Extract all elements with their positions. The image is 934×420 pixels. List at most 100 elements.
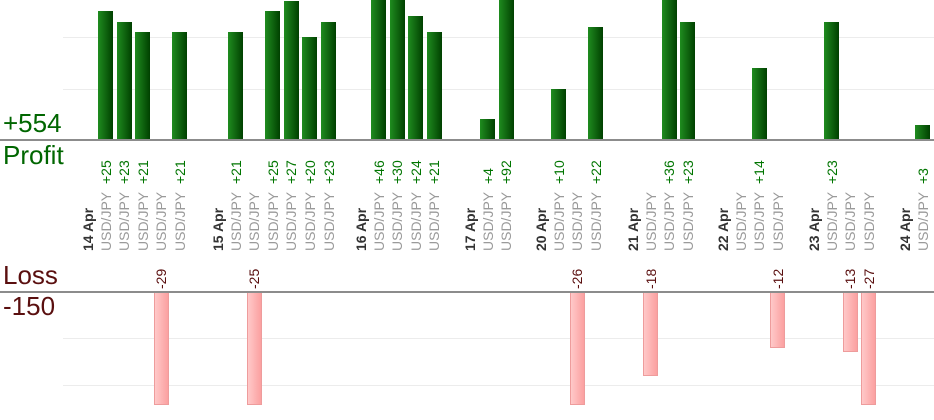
loss-value-label: -27 xyxy=(860,268,877,289)
profit-bar[interactable] xyxy=(551,88,566,140)
x-axis-date-label: 14 Apr xyxy=(80,207,96,251)
x-axis-pair-label: USD/JPY xyxy=(389,191,406,251)
x-axis-pair-label: USD/JPY xyxy=(498,191,515,251)
x-axis-pair-label: USD/JPY xyxy=(661,191,678,251)
x-axis-pair-label: USD/JPY xyxy=(642,191,659,251)
x-axis-pair-label: USD/JPY xyxy=(301,191,318,251)
loss-total-label: -150 xyxy=(3,291,56,321)
profit-value-label: +4 xyxy=(479,168,496,184)
gridline xyxy=(63,385,934,386)
profit-value-label: +21 xyxy=(426,160,443,184)
x-axis-date-label: 16 Apr xyxy=(353,207,369,251)
x-axis-date-label: 15 Apr xyxy=(210,207,226,251)
x-axis-pair-label: USD/JPY xyxy=(587,191,604,251)
x-axis-date-label: 22 Apr xyxy=(715,207,731,251)
x-axis-pair-label: USD/JPY xyxy=(370,191,387,251)
x-axis-pair-label: USD/JPY xyxy=(97,191,114,251)
profit-value-label: +21 xyxy=(171,160,188,184)
profit-value-label: +30 xyxy=(389,160,406,184)
x-axis-pair-label: USD/JPY xyxy=(171,191,188,251)
x-axis-pair-label: USD/JPY xyxy=(823,191,840,251)
gridline xyxy=(63,338,934,339)
profit-value-label: +21 xyxy=(227,160,244,184)
x-axis-pair-label: USD/JPY xyxy=(769,191,786,251)
profit-total-label: +554 xyxy=(3,108,62,138)
profit-value-label: +3 xyxy=(914,168,931,184)
loss-value-label: -12 xyxy=(769,268,786,289)
loss-bar[interactable] xyxy=(643,292,658,376)
x-axis-pair-label: USD/JPY xyxy=(679,191,696,251)
profit-value-label: +23 xyxy=(679,160,696,184)
x-axis-pair-label: USD/JPY xyxy=(264,191,281,251)
x-axis-date-label: 20 Apr xyxy=(533,207,549,251)
x-axis-pair-label: USD/JPY xyxy=(426,191,443,251)
profit-value-label: +23 xyxy=(116,160,133,184)
loss-axis-title: Loss xyxy=(3,260,58,290)
loss-value-label: -13 xyxy=(842,268,859,289)
profit-bar[interactable] xyxy=(426,31,442,140)
loss-value-label: -26 xyxy=(569,268,586,289)
x-axis-pair-label: USD/JPY xyxy=(153,191,170,251)
x-axis-pair-label: USD/JPY xyxy=(320,191,337,251)
profit-bar[interactable] xyxy=(228,31,243,140)
profit-value-label: +10 xyxy=(550,160,567,184)
x-axis-pair-label: USD/JPY xyxy=(914,191,931,251)
x-axis-pair-label: USD/JPY xyxy=(246,191,263,251)
loss-bar[interactable] xyxy=(842,292,858,353)
profit-value-label: +23 xyxy=(823,160,840,184)
profit-bar[interactable] xyxy=(498,0,514,140)
profit-value-label: +36 xyxy=(661,160,678,184)
x-axis-date-label: 21 Apr xyxy=(625,207,641,251)
profit-bar[interactable] xyxy=(751,67,767,140)
profit-bar[interactable] xyxy=(265,11,281,140)
profit-bar[interactable] xyxy=(680,21,696,140)
profit-bar[interactable] xyxy=(661,0,677,140)
loss-bar[interactable] xyxy=(770,292,786,348)
profit-value-label: +20 xyxy=(301,160,318,184)
loss-bar[interactable] xyxy=(153,292,169,405)
loss-value-label: -29 xyxy=(153,268,170,289)
profit-bar[interactable] xyxy=(915,124,930,140)
profit-bar[interactable] xyxy=(302,37,318,140)
x-axis-pair-label: USD/JPY xyxy=(860,191,877,251)
profit-bar[interactable] xyxy=(371,0,386,140)
profit-value-label: +46 xyxy=(370,160,387,184)
profit-bar[interactable] xyxy=(824,21,839,140)
profit-bar[interactable] xyxy=(480,119,495,140)
profit-bar[interactable] xyxy=(283,0,299,140)
x-axis-pair-label: USD/JPY xyxy=(479,191,496,251)
profit-bar[interactable] xyxy=(408,16,424,140)
gridline xyxy=(63,89,934,90)
profit-value-label: +92 xyxy=(498,160,515,184)
x-axis-pair-label: USD/JPY xyxy=(842,191,859,251)
profit-bar[interactable] xyxy=(98,11,113,140)
profit-bar[interactable] xyxy=(588,26,604,140)
x-axis-pair-label: USD/JPY xyxy=(751,191,768,251)
profit-axis-title: Profit xyxy=(3,140,64,170)
x-axis-pair-label: USD/JPY xyxy=(227,191,244,251)
profit-value-label: +21 xyxy=(134,160,151,184)
profit-bar[interactable] xyxy=(389,0,405,140)
x-axis-pair-label: USD/JPY xyxy=(407,191,424,251)
loss-value-label: -25 xyxy=(246,268,263,289)
profit-bar[interactable] xyxy=(172,31,188,140)
x-axis-pair-label: USD/JPY xyxy=(550,191,567,251)
x-axis-pair-label: USD/JPY xyxy=(116,191,133,251)
profit-axis-line xyxy=(0,139,934,141)
x-axis-pair-label: USD/JPY xyxy=(283,191,300,251)
profit-bar[interactable] xyxy=(321,21,336,140)
x-axis-date-label: 24 Apr xyxy=(897,207,913,251)
loss-bar[interactable] xyxy=(569,292,585,405)
loss-bar[interactable] xyxy=(861,292,877,405)
profit-bar[interactable] xyxy=(116,21,132,140)
loss-bar[interactable] xyxy=(246,292,262,405)
x-axis-date-label: 23 Apr xyxy=(806,207,822,251)
x-axis-date-label: 17 Apr xyxy=(462,207,478,251)
profit-value-label: +23 xyxy=(320,160,337,184)
profit-bar[interactable] xyxy=(135,31,151,140)
loss-axis-line xyxy=(0,291,934,293)
x-axis-pair-label: USD/JPY xyxy=(569,191,586,251)
loss-value-label: -18 xyxy=(642,268,659,289)
gridline xyxy=(63,37,934,38)
